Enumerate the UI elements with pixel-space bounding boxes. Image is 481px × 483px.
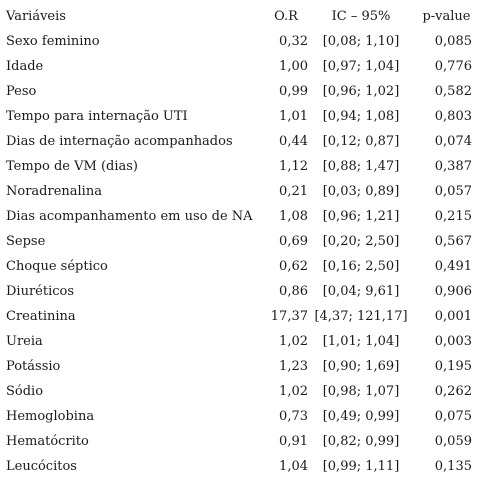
cell-or: 0,69	[279, 234, 308, 249]
cell-variable: Potássio	[6, 359, 61, 374]
cell-pvalue: 0,387	[434, 159, 472, 174]
cell-variable: Sexo feminino	[6, 34, 100, 49]
cell-or: 0,62	[279, 259, 308, 274]
cell-or: 0,99	[279, 84, 308, 99]
table-row: Leucócitos 1,04 [0,99; 1,11] 0,135	[0, 454, 481, 479]
cell-variable: Tempo para internação UTI	[6, 109, 188, 124]
cell-ic: [0,97; 1,04]	[322, 59, 400, 74]
table-body: Sexo feminino 0,32 [0,08; 1,10] 0,085 Id…	[0, 29, 481, 479]
cell-pvalue: 0,567	[434, 234, 472, 249]
cell-or: 0,32	[279, 34, 308, 49]
table-row: Sepse 0,69 [0,20; 2,50] 0,567	[0, 229, 481, 254]
cell-ic: [0,96; 1,02]	[322, 84, 400, 99]
cell-variable: Idade	[6, 59, 44, 74]
table-row: Sódio 1,02 [0,98; 1,07] 0,262	[0, 379, 481, 404]
cell-ic: [0,04; 9,61]	[322, 284, 400, 299]
table-header: Variáveis O.R IC – 95% p-value	[0, 5, 481, 29]
table-row: Choque séptico 0,62 [0,16; 2,50] 0,491	[0, 254, 481, 279]
header-or: O.R	[274, 9, 298, 24]
cell-variable: Dias de internação acompanhados	[6, 134, 233, 149]
cell-pvalue: 0,195	[434, 359, 472, 374]
cell-ic: [0,96; 1,21]	[322, 209, 400, 224]
header-pvalue: p-value	[422, 9, 471, 24]
cell-variable: Sepse	[6, 234, 46, 249]
cell-pvalue: 0,075	[434, 409, 472, 424]
cell-or: 1,23	[279, 359, 308, 374]
cell-variable: Tempo de VM (dias)	[6, 159, 138, 174]
cell-or: 1,00	[279, 59, 308, 74]
cell-ic: [4,37; 121,17]	[314, 309, 408, 324]
cell-or: 0,86	[279, 284, 308, 299]
table-row: Tempo para internação UTI 1,01 [0,94; 1,…	[0, 104, 481, 129]
cell-variable: Peso	[6, 84, 37, 99]
cell-ic: [0,88; 1,47]	[322, 159, 400, 174]
odds-ratio-table: Variáveis O.R IC – 95% p-value Sexo femi…	[0, 5, 481, 479]
cell-variable: Leucócitos	[6, 459, 77, 474]
table-row: Noradrenalina 0,21 [0,03; 0,89] 0,057	[0, 179, 481, 204]
cell-pvalue: 0,059	[434, 434, 472, 449]
table-row: Diuréticos 0,86 [0,04; 9,61] 0,906	[0, 279, 481, 304]
cell-pvalue: 0,003	[434, 334, 472, 349]
cell-pvalue: 0,776	[434, 59, 472, 74]
table-row: Ureia 1,02 [1,01; 1,04] 0,003	[0, 329, 481, 354]
cell-ic: [0,12; 0,87]	[322, 134, 400, 149]
table-row: Creatinina 17,37 [4,37; 121,17] 0,001	[0, 304, 481, 329]
cell-pvalue: 0,582	[434, 84, 472, 99]
table-row: Dias de internação acompanhados 0,44 [0,…	[0, 129, 481, 154]
cell-or: 1,08	[279, 209, 308, 224]
cell-variable: Sódio	[6, 384, 44, 399]
cell-pvalue: 0,491	[434, 259, 472, 274]
cell-or: 1,04	[279, 459, 308, 474]
cell-ic: [0,82; 0,99]	[322, 434, 400, 449]
cell-or: 0,44	[279, 134, 308, 149]
cell-or: 1,02	[279, 384, 308, 399]
table-row: Potássio 1,23 [0,90; 1,69] 0,195	[0, 354, 481, 379]
cell-variable: Dias acompanhamento em uso de NA	[6, 209, 253, 224]
table-row: Peso 0,99 [0,96; 1,02] 0,582	[0, 79, 481, 104]
table-row: Hematócrito 0,91 [0,82; 0,99] 0,059	[0, 429, 481, 454]
cell-variable: Hematócrito	[6, 434, 89, 449]
cell-pvalue: 0,906	[434, 284, 472, 299]
cell-ic: [0,49; 0,99]	[322, 409, 400, 424]
cell-variable: Creatinina	[6, 309, 76, 324]
cell-variable: Diuréticos	[6, 284, 75, 299]
cell-variable: Ureia	[6, 334, 43, 349]
cell-ic: [0,20; 2,50]	[322, 234, 400, 249]
header-ic: IC – 95%	[331, 9, 391, 24]
cell-ic: [0,08; 1,10]	[322, 34, 400, 49]
cell-pvalue: 0,074	[434, 134, 472, 149]
cell-or: 1,01	[279, 109, 308, 124]
cell-or: 1,02	[279, 334, 308, 349]
cell-pvalue: 0,262	[434, 384, 472, 399]
cell-pvalue: 0,085	[434, 34, 472, 49]
cell-ic: [0,98; 1,07]	[322, 384, 400, 399]
cell-or: 0,73	[279, 409, 308, 424]
table-row: Hemoglobina 0,73 [0,49; 0,99] 0,075	[0, 404, 481, 429]
header-variable: Variáveis	[6, 9, 66, 24]
cell-ic: [1,01; 1,04]	[322, 334, 400, 349]
header-row: Variáveis O.R IC – 95% p-value	[0, 5, 481, 29]
table-row: Tempo de VM (dias) 1,12 [0,88; 1,47] 0,3…	[0, 154, 481, 179]
cell-ic: [0,03; 0,89]	[322, 184, 400, 199]
cell-pvalue: 0,057	[434, 184, 472, 199]
cell-pvalue: 0,215	[434, 209, 472, 224]
cell-pvalue: 0,001	[434, 309, 472, 324]
table-row: Idade 1,00 [0,97; 1,04] 0,776	[0, 54, 481, 79]
cell-pvalue: 0,803	[434, 109, 472, 124]
cell-variable: Noradrenalina	[6, 184, 102, 199]
cell-or: 1,12	[279, 159, 308, 174]
table-row: Sexo feminino 0,32 [0,08; 1,10] 0,085	[0, 29, 481, 54]
cell-or: 0,91	[279, 434, 308, 449]
cell-ic: [0,90; 1,69]	[322, 359, 400, 374]
table-row: Dias acompanhamento em uso de NA 1,08 [0…	[0, 204, 481, 229]
cell-ic: [0,16; 2,50]	[322, 259, 400, 274]
cell-ic: [0,99; 1,11]	[322, 459, 400, 474]
cell-or: 17,37	[270, 309, 308, 324]
cell-or: 0,21	[279, 184, 308, 199]
cell-variable: Choque séptico	[6, 259, 108, 274]
cell-pvalue: 0,135	[434, 459, 472, 474]
cell-variable: Hemoglobina	[6, 409, 95, 424]
cell-ic: [0,94; 1,08]	[322, 109, 400, 124]
